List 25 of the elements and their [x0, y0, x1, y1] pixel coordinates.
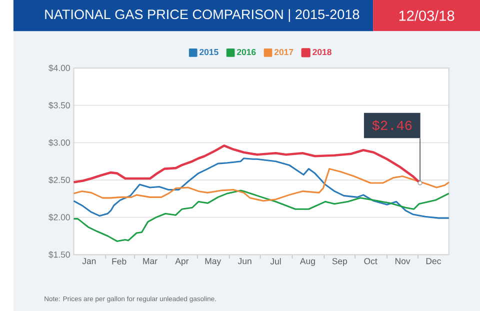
x-tick-label: Oct	[364, 258, 378, 264]
y-tick-label: $4.00	[48, 64, 70, 72]
annotation: $2.46	[372, 120, 412, 131]
x-tick-label: Jan	[82, 258, 96, 264]
x-tick-label: Mar	[143, 258, 158, 264]
y-tick-label: $2.50	[48, 176, 70, 184]
legend-label: 2015	[200, 48, 218, 56]
chart-subtitle: 12/03/18	[399, 10, 454, 21]
y-tick-label: $3.50	[48, 102, 70, 109]
y-tick-label: $2.00	[48, 214, 70, 221]
x-tick-label: May	[205, 258, 222, 266]
x-tick-label: Nov	[395, 258, 410, 264]
legend-label: 2017	[274, 48, 294, 56]
x-tick-label: Jun	[238, 258, 252, 264]
chart-title: NATIONAL GAS PRICE COMPARISON | 2015-2018	[45, 9, 360, 22]
x-tick-label: Feb	[112, 258, 126, 264]
x-tick-label: Aug	[300, 258, 315, 266]
legend-label: 2018	[312, 48, 332, 56]
legend-label: 2016	[236, 48, 256, 56]
y-tick-label: $3.00	[48, 139, 70, 146]
y-tick-label: $1.50	[48, 251, 70, 258]
x-tick-label: Jul	[270, 258, 281, 264]
x-tick-label: Dec	[426, 258, 441, 264]
x-tick-label: Sep	[332, 258, 348, 266]
x-tick-label: Apr	[175, 258, 189, 266]
